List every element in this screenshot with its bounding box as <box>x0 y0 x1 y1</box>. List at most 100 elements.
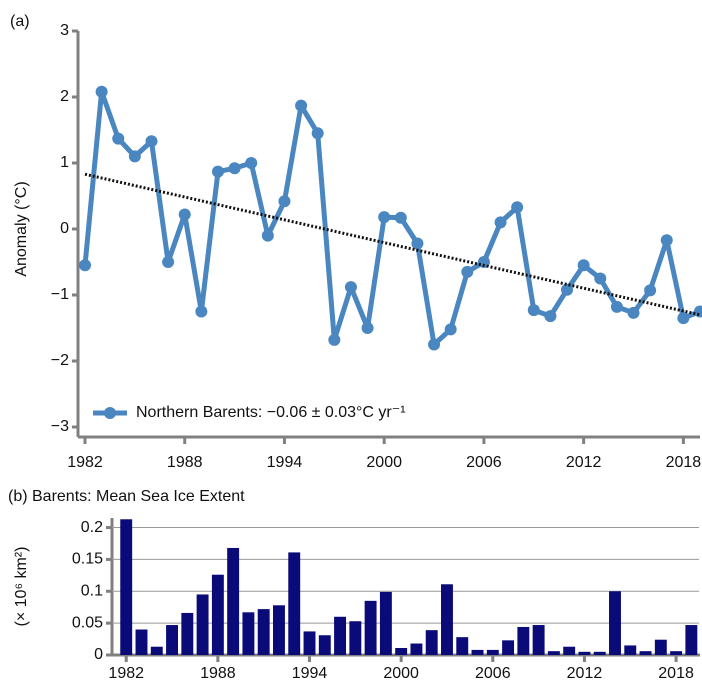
bar <box>593 651 606 655</box>
legend-label: Northern Barents: −0.06 ± 0.03°C yr⁻¹ <box>136 404 406 421</box>
bar <box>120 519 133 655</box>
bar <box>654 639 667 655</box>
bar <box>196 594 209 655</box>
data-point <box>527 304 540 317</box>
data-point <box>145 135 158 148</box>
data-point <box>278 195 291 208</box>
y-tick-label: 0 <box>94 646 103 663</box>
bar <box>242 612 255 655</box>
bar <box>257 609 270 655</box>
data-point <box>411 237 424 250</box>
x-tick-label: 1988 <box>200 665 236 682</box>
x-tick-label: 1982 <box>108 665 144 682</box>
data-point <box>211 165 224 178</box>
bar <box>166 625 178 655</box>
bar <box>273 605 285 655</box>
y-axis-label: Anomaly (°C) <box>13 181 30 276</box>
x-tick-label: 2006 <box>466 454 502 471</box>
y-tick-label: 0 <box>60 220 69 237</box>
bar <box>532 625 545 655</box>
y-tick-label: 1 <box>60 154 69 171</box>
bar <box>639 651 652 655</box>
data-point <box>627 306 640 319</box>
bar <box>150 646 163 655</box>
x-tick-label: 2012 <box>567 665 603 682</box>
data-point <box>644 284 657 297</box>
bar <box>364 600 377 655</box>
bar <box>303 631 316 655</box>
bar <box>334 616 347 655</box>
data-line <box>82 89 701 347</box>
bar <box>318 635 331 655</box>
data-point <box>79 259 91 272</box>
bar <box>685 625 698 655</box>
data-point <box>162 256 175 268</box>
y-axis-label: (× 10⁶ km²) <box>13 547 30 627</box>
data-point <box>228 162 241 175</box>
data-point <box>394 211 407 224</box>
bar <box>471 649 484 655</box>
panel-label: (a) <box>10 13 30 30</box>
data-point <box>594 272 607 285</box>
y-tick-label: −1 <box>51 286 69 303</box>
data-point <box>112 132 125 145</box>
data-point <box>444 323 457 336</box>
data-point <box>245 157 258 169</box>
x-tick-label: 2006 <box>475 665 511 682</box>
data-point <box>328 333 341 346</box>
bar <box>624 645 637 655</box>
y-tick-label: 0.05 <box>72 614 103 631</box>
y-tick-label: 0.1 <box>81 582 103 599</box>
bar <box>502 640 515 655</box>
bar <box>410 643 423 655</box>
data-point <box>577 259 590 272</box>
y-tick-label: −2 <box>51 352 69 369</box>
x-tick-label: 1994 <box>267 454 303 471</box>
data-point <box>378 211 391 224</box>
data-point <box>361 322 374 334</box>
chart-panel: (b) Barents: Mean Sea Ice Extent (× 10⁶ k… <box>8 488 700 682</box>
bar <box>486 649 499 655</box>
y-tick-label: 2 <box>60 88 69 105</box>
bar <box>547 651 560 655</box>
chart-title: (b) Barents: Mean Sea Ice Extent <box>8 488 245 505</box>
data-point <box>95 85 108 98</box>
data-point <box>461 265 474 278</box>
data-point <box>311 127 324 140</box>
bar <box>563 646 576 655</box>
data-point <box>561 283 574 296</box>
bar <box>609 591 621 655</box>
x-tick-label: 2018 <box>666 454 702 471</box>
data-point <box>694 305 702 318</box>
bar <box>211 574 224 655</box>
data-point <box>511 201 524 214</box>
y-tick-label: 0.15 <box>72 551 103 568</box>
x-tick-label: 2000 <box>383 665 419 682</box>
legend-marker <box>104 407 116 419</box>
bar <box>395 647 408 655</box>
x-tick-label: 1988 <box>167 454 203 471</box>
data-point <box>295 99 308 112</box>
data-point <box>610 300 623 313</box>
x-tick-label: 1982 <box>67 454 103 471</box>
x-tick-label: 2018 <box>658 665 694 682</box>
bar <box>670 651 683 655</box>
data-point <box>344 281 357 294</box>
data-point <box>660 234 673 247</box>
data-point <box>494 216 507 229</box>
x-tick-label: 2000 <box>366 454 402 471</box>
bar <box>578 651 591 655</box>
data-point <box>261 229 274 242</box>
data-point <box>128 150 141 163</box>
bar <box>349 621 362 655</box>
data-point <box>544 310 557 323</box>
y-tick-label: 0.2 <box>81 519 103 536</box>
chart-panel: (a) Anomaly (°C) −3 −2 −1 0 1 2 3 1982 1988 1994 200… <box>10 13 702 471</box>
bar <box>181 612 194 655</box>
data-point <box>428 338 441 351</box>
bar <box>227 547 240 655</box>
bar <box>425 630 438 655</box>
bar <box>456 637 469 655</box>
trend-line <box>84 172 701 317</box>
